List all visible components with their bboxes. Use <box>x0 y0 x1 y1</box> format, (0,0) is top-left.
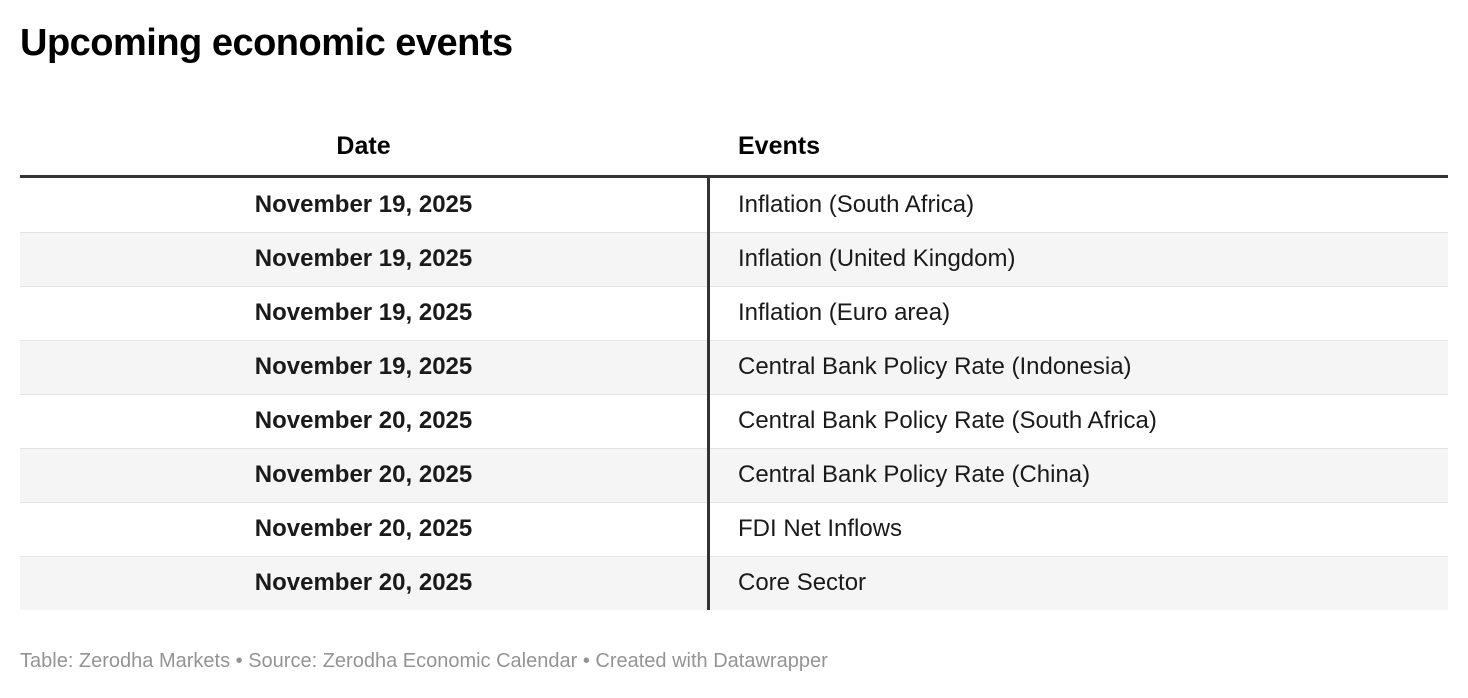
table-row: November 20, 2025 Central Bank Policy Ra… <box>20 393 1448 448</box>
table-row: November 19, 2025 Inflation (South Afric… <box>20 178 1448 232</box>
table-row: November 19, 2025 Inflation (United King… <box>20 231 1448 286</box>
event-cell: Inflation (South Africa) <box>738 190 975 218</box>
date-cell: November 20, 2025 <box>254 461 473 489</box>
page-title: Upcoming economic events <box>20 22 513 64</box>
table-row: November 20, 2025 Core Sector <box>20 555 1448 610</box>
table-header-row: Date Events <box>20 118 1448 178</box>
event-cell: FDI Net Inflows <box>738 515 903 543</box>
date-cell: November 19, 2025 <box>254 190 473 218</box>
table-body: November 19, 2025 Inflation (South Afric… <box>20 177 1448 610</box>
datawrapper-table-page: Upcoming economic events Date Events Nov… <box>0 22 1468 698</box>
event-cell: Core Sector <box>738 569 867 597</box>
table-row: November 19, 2025 Central Bank Policy Ra… <box>20 339 1448 394</box>
table-row: November 19, 2025 Inflation (Euro area) <box>20 285 1448 340</box>
column-divider <box>707 177 710 610</box>
event-cell: Central Bank Policy Rate (Indonesia) <box>738 353 1132 381</box>
event-cell: Central Bank Policy Rate (China) <box>738 461 1091 489</box>
date-cell: November 20, 2025 <box>254 407 473 435</box>
column-header-date: Date <box>336 131 391 160</box>
date-cell: November 19, 2025 <box>254 299 473 327</box>
date-cell: November 20, 2025 <box>254 569 473 597</box>
table-row: November 20, 2025 FDI Net Inflows <box>20 501 1448 556</box>
table-row: November 20, 2025 Central Bank Policy Ra… <box>20 447 1448 502</box>
event-cell: Inflation (Euro area) <box>738 299 951 327</box>
event-cell: Central Bank Policy Rate (South Africa) <box>738 407 1157 435</box>
date-cell: November 19, 2025 <box>254 353 473 381</box>
events-table: Date Events November 19, 2025 Inflation … <box>20 118 1448 610</box>
footer-attribution: Table: Zerodha Markets • Source: Zerodha… <box>20 649 828 672</box>
event-cell: Inflation (United Kingdom) <box>738 245 1016 273</box>
date-cell: November 19, 2025 <box>254 245 473 273</box>
date-cell: November 20, 2025 <box>254 515 473 543</box>
column-header-events: Events <box>738 131 820 160</box>
